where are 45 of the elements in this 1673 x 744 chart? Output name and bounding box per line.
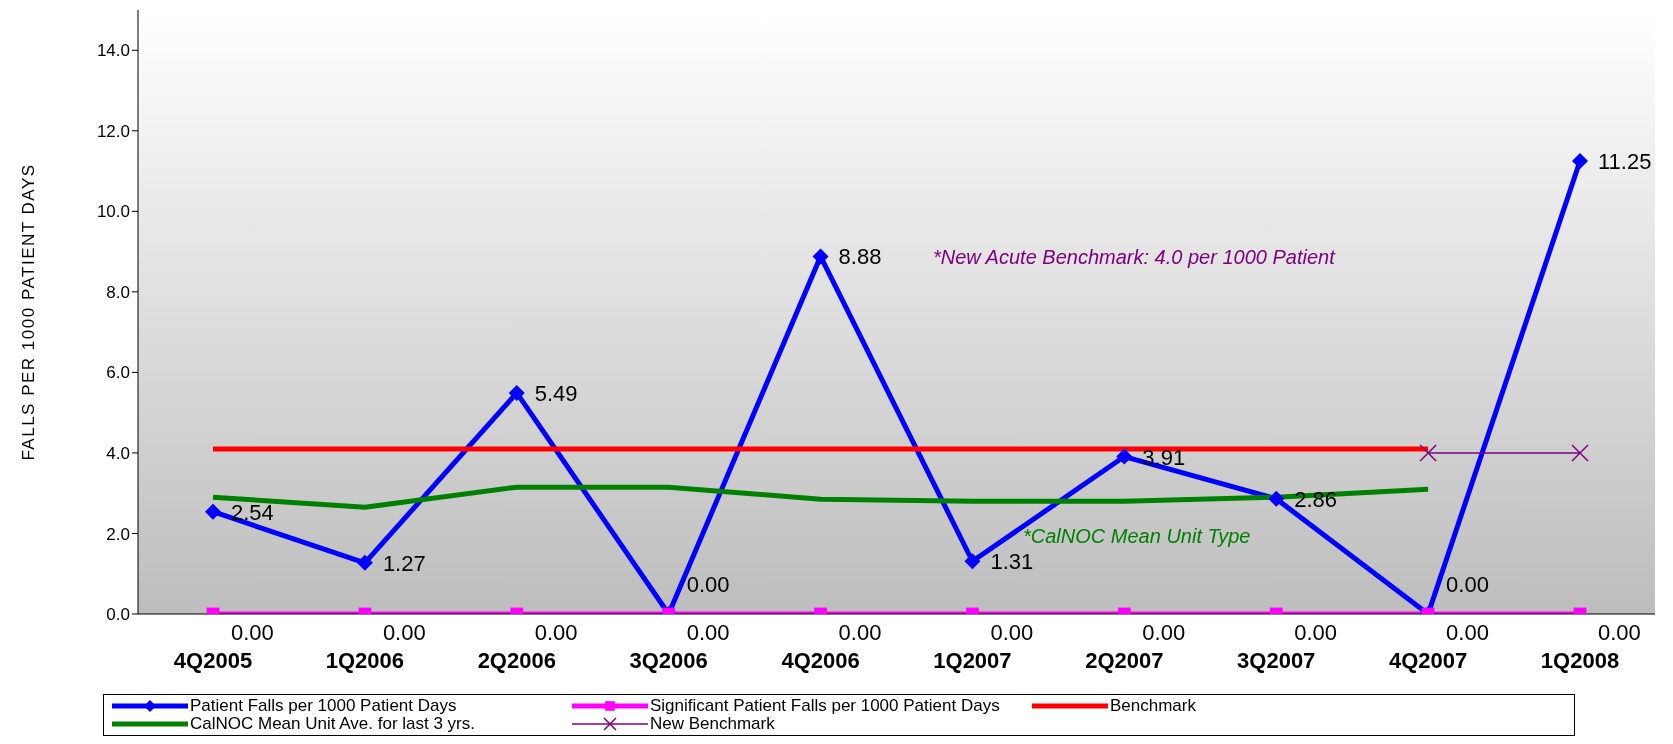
data-label: 2.54	[231, 499, 274, 525]
data-label: 5.49	[534, 380, 578, 406]
x-tick-label: 1Q2008	[1540, 647, 1620, 673]
data-label: 0.00	[534, 620, 578, 645]
x-tick-label: 2Q2006	[477, 647, 556, 673]
x-tick-label: 2Q2007	[1085, 647, 1164, 673]
y-tick-label: 2.0	[106, 524, 130, 544]
x-tick-label: 4Q2007	[1388, 647, 1468, 673]
data-label: 0.00	[1142, 620, 1186, 645]
data-label: 11.25	[1598, 149, 1652, 174]
y-tick-label: 8.0	[106, 282, 130, 302]
data-label: 0.00	[231, 620, 274, 645]
x-tick-label: 1Q2007	[933, 647, 1012, 673]
data-label: 1.31	[990, 549, 1034, 575]
annotation: *CalNOC Mean Unit Type	[1023, 525, 1251, 548]
x-tick-label: 3Q2006	[629, 647, 708, 673]
y-tick-label: 6.0	[106, 363, 130, 383]
data-label: 0.00	[382, 620, 426, 645]
legend-label: New Benchmark	[650, 714, 775, 733]
data-label: 0.00	[686, 620, 730, 645]
legend-label: Patient Falls per 1000 Patient Days	[190, 696, 457, 715]
legend-label: Significant Patient Falls per 1000 Patient Days	[650, 696, 1000, 715]
annotation: *New Acute Benchmark: 4.0 per 1000 Patient	[933, 246, 1335, 269]
x-tick-label: 4Q2005	[173, 647, 253, 673]
y-tick-label: 4.0	[106, 443, 130, 463]
data-label: 0.00	[990, 620, 1034, 645]
data-label: 0.00	[1598, 620, 1641, 645]
data-label: 3.91	[1142, 444, 1186, 470]
data-label: 0.00	[1446, 620, 1489, 645]
y-tick-label: 12.0	[96, 121, 130, 141]
data-label: 0.00	[838, 620, 882, 645]
data-label: 0.00	[1446, 572, 1489, 597]
y-tick-label: 10.0	[96, 202, 130, 222]
data-label: 0.00	[1294, 620, 1338, 645]
x-tick-label: 1Q2006	[325, 647, 405, 673]
data-label: 1.27	[382, 550, 426, 576]
legend-label: Benchmark	[1110, 696, 1196, 715]
x-tick-label: 4Q2006	[781, 647, 860, 673]
y-tick-label: 14.0	[96, 41, 130, 61]
x-tick-label: 3Q2007	[1237, 647, 1316, 673]
legend-label: CalNOC Mean Unit Ave. for last 3 yrs.	[190, 714, 476, 733]
y-axis-title: FALLS PER 1000 PATIENT DAYS	[19, 163, 39, 461]
y-tick-label: 0.0	[106, 605, 130, 625]
data-label: 0.00	[686, 572, 730, 597]
data-label: 8.88	[838, 244, 882, 270]
